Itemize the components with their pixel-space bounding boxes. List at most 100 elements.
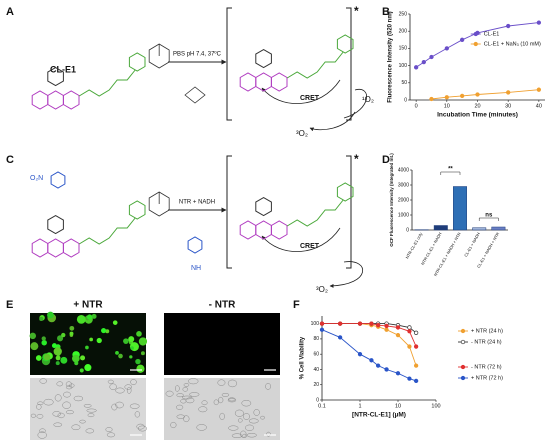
cell [79, 419, 86, 424]
bar [491, 226, 506, 231]
cell [115, 350, 119, 355]
cell [136, 423, 145, 430]
x-tick-label: CL-E1 + NADH [463, 231, 481, 257]
cell [71, 424, 81, 431]
cell [182, 387, 189, 392]
x-axis-label: Incubation Time (minutes) [437, 112, 518, 119]
cell [228, 425, 239, 431]
cell [86, 408, 97, 413]
x-tick-label: 1 [358, 403, 361, 409]
cell [134, 411, 141, 418]
cell [86, 314, 93, 320]
cell [241, 400, 252, 407]
excited-label: * [354, 4, 359, 18]
cell [29, 332, 37, 340]
cell [63, 391, 71, 398]
cell [109, 383, 117, 391]
y-tick-label: 1000 [398, 212, 409, 218]
cell [265, 383, 271, 390]
ring [50, 171, 66, 189]
x-axis-label: [NTR-CL-E1] (µM) [352, 412, 406, 419]
cell [227, 398, 237, 403]
scheme-a: CL-E1 PBS pH 7.4, 37ºC CRET ¹O₂ ³O₂ * [31, 4, 374, 138]
excited-label: * [354, 152, 359, 166]
significance-label: ** [448, 167, 453, 173]
condition-label: - NTR [209, 300, 236, 311]
cell [43, 398, 54, 406]
data-point [475, 92, 480, 97]
cell [39, 378, 47, 384]
cell [183, 383, 190, 387]
cell [41, 339, 47, 346]
data-point [407, 344, 412, 349]
cret-label: CRET [300, 243, 320, 250]
y-tick-label: 3000 [398, 182, 409, 188]
legend-label: - NTR (72 h) [471, 364, 502, 370]
cell [234, 409, 244, 417]
cell [115, 401, 124, 409]
data-point [413, 378, 419, 384]
y-tick-label: 4000 [398, 167, 409, 173]
data-point [429, 54, 434, 60]
ring [255, 72, 272, 92]
cell [253, 409, 260, 416]
ring [239, 72, 257, 92]
data-point [384, 327, 389, 332]
cell [56, 381, 64, 387]
panel-letter: D [382, 154, 390, 166]
data-point [375, 323, 381, 328]
x-tick-label: 10 [444, 103, 450, 109]
cell [96, 337, 102, 344]
legend-label: + NTR (72 h) [471, 375, 503, 381]
data-point [413, 363, 419, 368]
cell [47, 311, 54, 319]
cell [176, 393, 184, 398]
data-point [460, 37, 465, 42]
brightfield-image [164, 378, 280, 440]
cell [217, 379, 226, 386]
legend-marker [473, 31, 478, 37]
significance-label: ns [485, 213, 493, 219]
data-point [506, 90, 511, 95]
data-point [506, 23, 511, 29]
y-tick-label: 20 [313, 382, 319, 388]
cell [30, 413, 36, 418]
ring [239, 220, 257, 240]
condition-label: + NTR [73, 300, 103, 311]
y-tick-label: 0 [404, 97, 407, 103]
panel-letter: B [382, 6, 390, 18]
cell [105, 329, 110, 334]
cell [73, 395, 84, 402]
data-point [429, 96, 434, 102]
cell [60, 356, 68, 364]
cell [170, 421, 177, 429]
ring [62, 90, 80, 110]
cell [176, 404, 184, 410]
data-point [319, 321, 325, 326]
ring [47, 215, 64, 235]
legend-marker [460, 328, 466, 334]
cell [126, 386, 132, 394]
data-point [421, 60, 426, 65]
oxygen-label: ³O₂ [296, 129, 308, 138]
ring [336, 34, 354, 54]
series-line [322, 323, 417, 347]
cell [111, 403, 118, 411]
cell [37, 431, 47, 439]
cret-arrow [261, 227, 341, 253]
y-tick-label: 100 [399, 63, 408, 69]
data-point [375, 363, 381, 368]
cell [43, 353, 51, 361]
ring [255, 197, 272, 217]
cell [129, 403, 140, 409]
scheme-c: NTR + NADH CRET O₂N NH ³O₂ * [30, 152, 363, 294]
cell [30, 342, 39, 351]
cell [80, 355, 86, 361]
chain [286, 199, 344, 227]
x-tick-label: 100 [431, 403, 440, 409]
data-point [444, 46, 449, 51]
cell [130, 346, 134, 350]
cell [118, 353, 123, 359]
cell [84, 364, 92, 372]
condition-label: PBS pH 7.4, 37ºC [173, 51, 222, 58]
